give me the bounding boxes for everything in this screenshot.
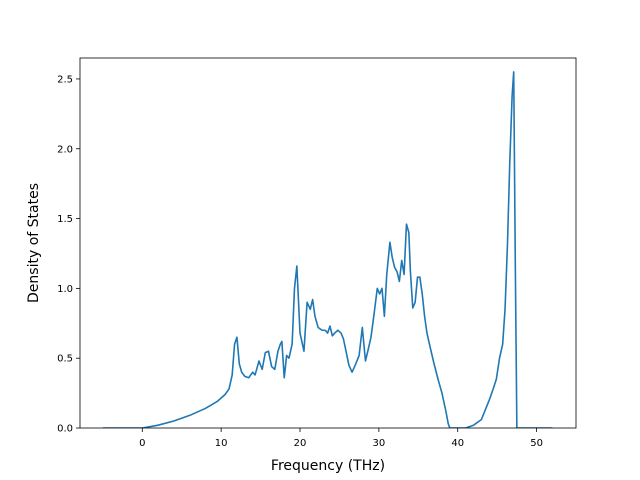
y-tick-label: 0.0: [57, 424, 73, 435]
x-tick-label: 20: [294, 438, 307, 449]
y-axis-ticks: 0.0 0.5 1.0 1.5 2.0 2.5: [57, 74, 80, 435]
plot-frame: [79, 57, 577, 429]
y-tick-label: 0.5: [57, 354, 73, 365]
y-tick-label: 2.0: [57, 144, 73, 155]
x-tick-label: 50: [530, 438, 543, 449]
y-tick-label: 1.5: [57, 214, 73, 225]
x-tick-label: 0: [139, 438, 145, 449]
x-tick-label: 40: [451, 438, 464, 449]
x-axis-label: Frequency (THz): [271, 458, 385, 474]
dos-series-line: [102, 71, 553, 428]
y-axis-label: Density of States: [26, 183, 42, 303]
y-tick-label: 1.0: [57, 284, 73, 295]
y-tick-label: 2.5: [57, 74, 73, 85]
x-tick-label: 30: [372, 438, 385, 449]
plot-area: [79, 57, 577, 429]
x-tick-label: 10: [215, 438, 228, 449]
x-axis-ticks: 0 10 20 30 40 50: [139, 428, 543, 449]
